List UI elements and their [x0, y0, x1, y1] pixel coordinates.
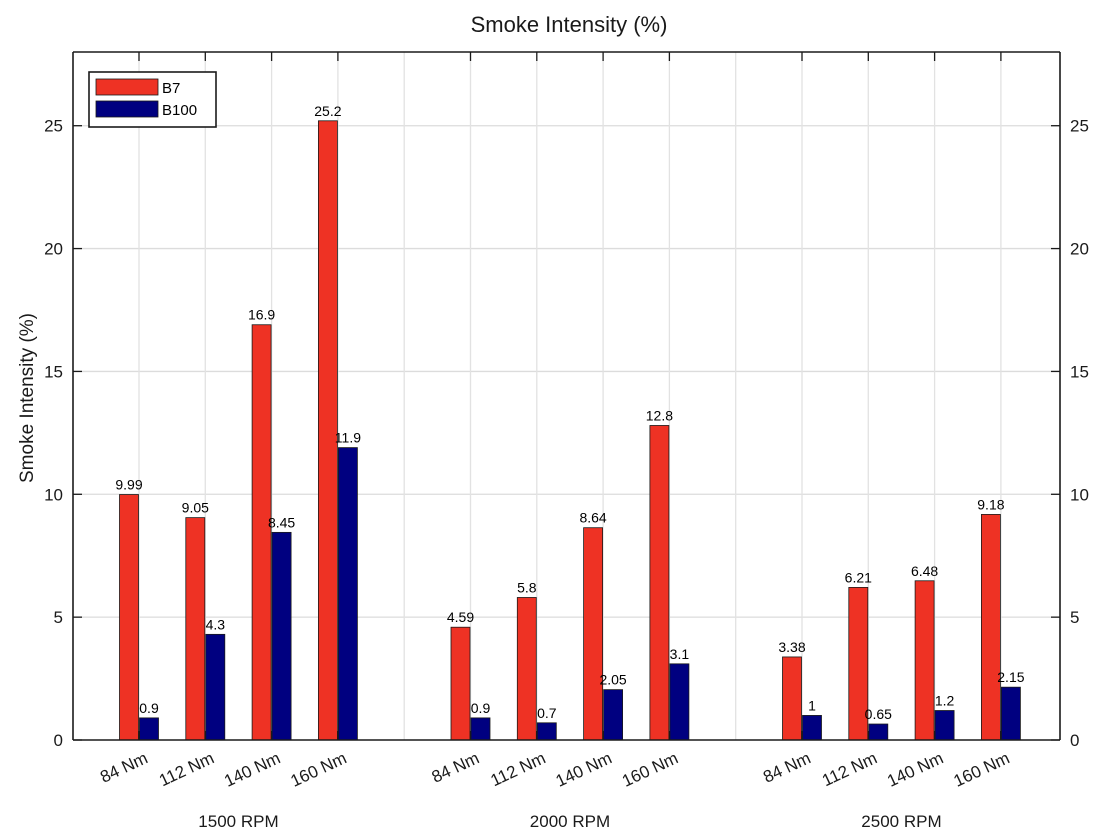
data-label-b7: 4.59	[447, 609, 474, 625]
legend: B7 B100	[88, 71, 217, 128]
y-tick-label: 0	[54, 731, 63, 750]
group-label: 2000 RPM	[530, 812, 610, 831]
data-label-b7: 6.21	[845, 569, 872, 585]
bar-b7	[450, 626, 471, 741]
x-tick-label: 140 Nm	[553, 748, 615, 790]
group-label: 1500 RPM	[198, 812, 278, 831]
data-label-b100: 2.05	[599, 672, 626, 688]
y-tick-label-right: 10	[1070, 485, 1089, 504]
data-label-b100: 11.9	[335, 430, 361, 446]
y-tick-label: 10	[44, 485, 63, 504]
bar-b100	[1001, 686, 1021, 741]
bar-b100	[802, 715, 822, 741]
bar-b100	[139, 717, 159, 741]
x-tick-label: 84 Nm	[760, 748, 813, 786]
legend-label-b7: B7	[162, 80, 180, 97]
x-tick-label: 140 Nm	[884, 748, 946, 790]
data-label-b100: 4.3	[206, 616, 226, 632]
y-tick-label: 25	[44, 117, 63, 136]
data-label-b7: 3.38	[778, 639, 805, 655]
legend-swatch-b7	[95, 78, 159, 96]
x-tick-label: 84 Nm	[97, 748, 150, 786]
bar-b100	[669, 663, 690, 741]
x-tick-label: 112 Nm	[488, 748, 549, 790]
bar-b100	[470, 717, 491, 741]
bar-b7	[649, 425, 670, 741]
data-label-b7: 6.48	[911, 563, 938, 579]
y-tick-label-right: 20	[1070, 240, 1089, 259]
x-tick-label: 160 Nm	[288, 748, 350, 790]
data-label-b100: 0.9	[139, 700, 159, 716]
data-label-b100: 2.15	[997, 669, 1024, 685]
data-label-b100: 0.65	[865, 706, 892, 722]
x-tick-label: 84 Nm	[429, 748, 482, 786]
y-tick-label-right: 0	[1070, 731, 1079, 750]
data-label-b7: 8.64	[579, 510, 606, 526]
y-tick-label-right: 25	[1070, 117, 1089, 136]
legend-label-b100: B100	[162, 102, 197, 119]
data-label-b100: 3.1	[670, 646, 690, 662]
bar-b7	[583, 527, 603, 741]
y-tick-label: 20	[44, 240, 63, 259]
bar-b7	[516, 597, 537, 741]
data-label-b7: 9.99	[115, 477, 142, 493]
bar-b100	[868, 723, 889, 741]
bars	[119, 120, 1021, 741]
y-tick-label-right: 15	[1070, 362, 1089, 381]
y-tick-label-right: 5	[1070, 608, 1079, 627]
bar-b100	[271, 531, 292, 741]
y-axis-label: Smoke Intensity (%)	[17, 313, 38, 483]
data-label-b7: 5.8	[517, 579, 537, 595]
data-label-b100: 1	[808, 697, 816, 713]
data-label-b100: 1.2	[935, 693, 955, 709]
data-label-b7: 12.8	[646, 407, 673, 423]
y-tick-label: 15	[44, 362, 63, 381]
x-tick-label: 160 Nm	[951, 748, 1013, 790]
data-label-b7: 9.05	[182, 500, 209, 516]
x-tick-label: 112 Nm	[156, 748, 217, 790]
data-label-b7: 25.2	[314, 103, 341, 119]
data-label-b7: 16.9	[248, 307, 275, 323]
bar-b100	[205, 633, 226, 741]
bar-b7	[914, 580, 935, 741]
bar-b100	[603, 689, 623, 741]
bar-b7	[981, 514, 1001, 741]
bar-b100	[337, 447, 358, 741]
data-label-b100: 8.45	[268, 514, 295, 530]
chart-title: Smoke Intensity (%)	[471, 12, 668, 37]
bar-b7	[782, 656, 802, 741]
data-labels: 9.99 9.05 16.9 25.2 4.59 5.8 8.64 12.8 3.38 6.21 6…	[115, 103, 1024, 722]
bar-b100	[934, 710, 955, 741]
x-tick-label: 160 Nm	[619, 748, 681, 790]
x-tick-label: 140 Nm	[221, 748, 283, 790]
data-label-b7: 9.18	[977, 496, 1004, 512]
data-label-b100: 0.7	[537, 705, 557, 721]
bar-b7	[119, 494, 139, 741]
data-label-b100: 0.9	[471, 700, 491, 716]
y-tick-label: 5	[54, 608, 63, 627]
x-tick-label: 112 Nm	[819, 748, 880, 790]
legend-swatch-b100	[95, 100, 159, 118]
bar-b7	[251, 324, 272, 741]
bar-b7	[185, 517, 206, 741]
grid	[73, 52, 1060, 740]
bar-b100	[536, 722, 557, 741]
group-label: 2500 RPM	[861, 812, 941, 831]
